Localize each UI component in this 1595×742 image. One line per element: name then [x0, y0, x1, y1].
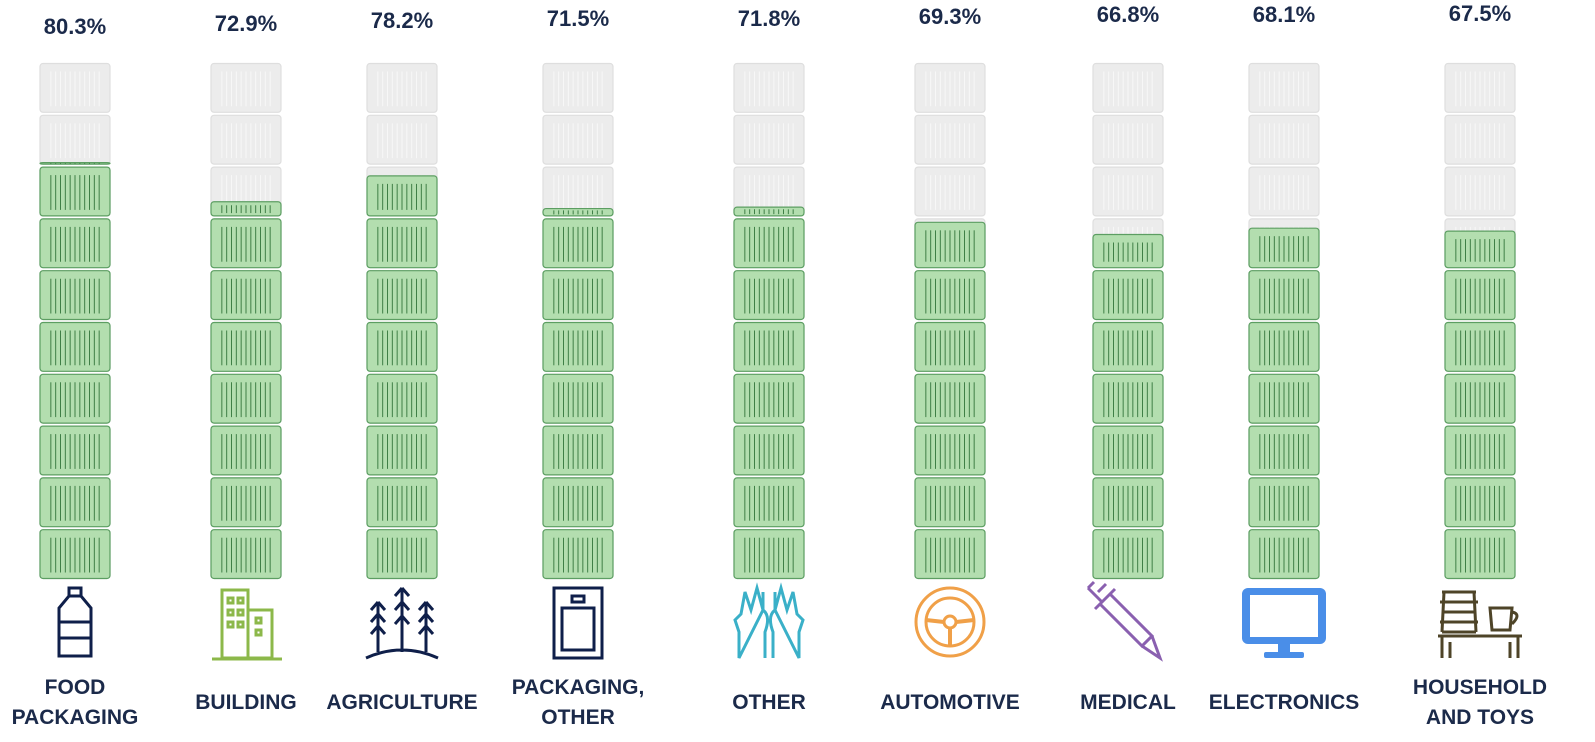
icon-bottle [57, 586, 93, 658]
filled-crates [210, 201, 282, 580]
filled-crates [733, 206, 805, 580]
icon-dishes [1438, 590, 1522, 658]
value-label: 71.5% [547, 6, 609, 31]
category-label: ELECTRONICS [1208, 691, 1360, 714]
icon-building [212, 588, 282, 661]
icon-monitor [1242, 588, 1326, 658]
category-label: BUILDING [195, 691, 297, 714]
category-label: MEDICAL [1080, 691, 1176, 714]
value-label: 72.9% [215, 11, 277, 36]
value-label: 80.3% [44, 14, 106, 39]
value-label: 67.5% [1449, 1, 1511, 26]
filled-crates [39, 162, 111, 580]
value-label: 69.3% [919, 4, 981, 29]
filled-crates [366, 175, 438, 580]
icon-package [552, 586, 604, 660]
value-label: 71.8% [738, 6, 800, 31]
filled-crates [1092, 233, 1164, 580]
icon-steering [914, 586, 986, 658]
category-label: OTHER [732, 691, 806, 714]
icon-gloves [733, 582, 805, 659]
category-label: FOOD PACKAGING [11, 676, 139, 729]
filled-crates [914, 221, 986, 580]
icon-syringe [1086, 580, 1163, 662]
filled-crates [542, 207, 614, 580]
filled-crates [1444, 230, 1516, 580]
value-label: 68.1% [1253, 2, 1315, 27]
value-label: 78.2% [371, 8, 433, 33]
category-label: AUTOMOTIVE [880, 691, 1020, 714]
icon-wheat [365, 587, 439, 660]
category-label: AGRICULTURE [326, 691, 478, 714]
category-label: PACKAGING, OTHER [511, 676, 645, 729]
value-label: 66.8% [1097, 2, 1159, 27]
category-label: HOUSEHOLD AND TOYS [1412, 676, 1548, 729]
filled-crates [1248, 227, 1320, 580]
